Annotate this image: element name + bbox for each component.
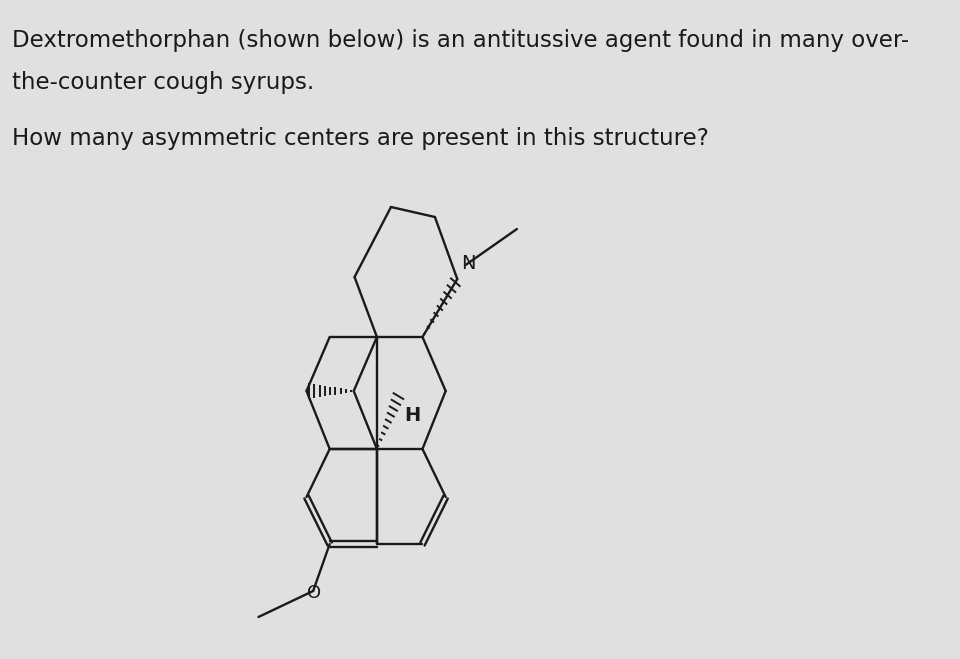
Text: H: H	[404, 406, 420, 425]
Text: How many asymmetric centers are present in this structure?: How many asymmetric centers are present …	[12, 127, 709, 150]
Text: N: N	[462, 254, 476, 273]
Text: O: O	[307, 584, 321, 602]
Text: the-counter cough syrups.: the-counter cough syrups.	[12, 71, 315, 94]
Text: Dextromethorphan (shown below) is an antitussive agent found in many over-: Dextromethorphan (shown below) is an ant…	[12, 29, 909, 52]
